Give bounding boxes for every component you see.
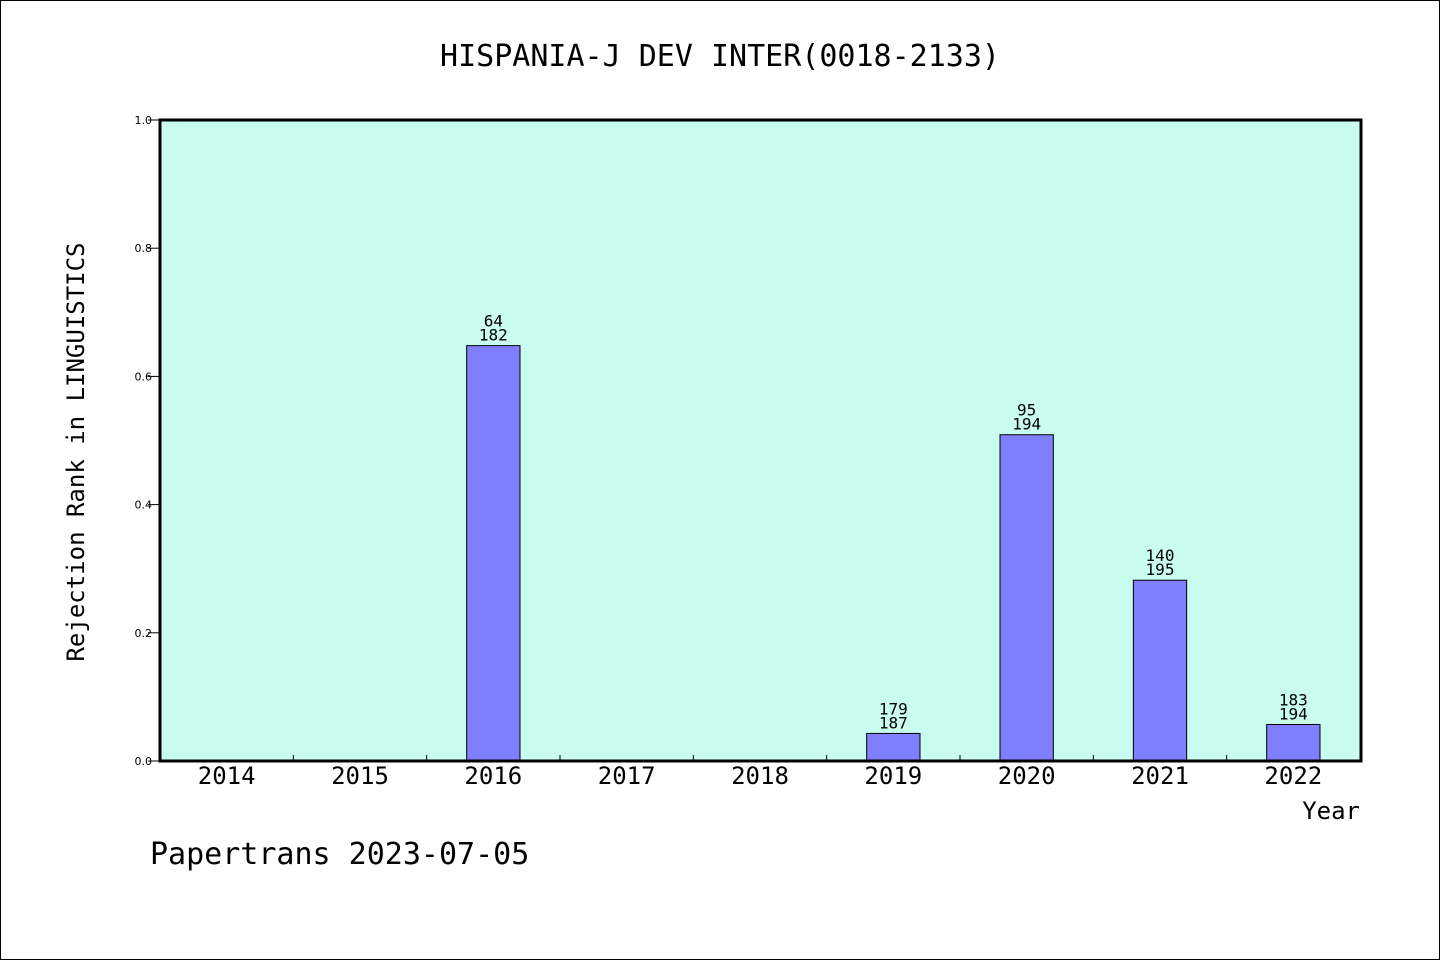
y-tick-label: 0.8 bbox=[135, 242, 153, 255]
y-axis-ticks: 0.0 0.2 0.4 0.6 0.8 1.0 bbox=[135, 114, 160, 768]
y-tick-label: 0.0 bbox=[135, 755, 153, 768]
x-tick-label: 2014 bbox=[198, 762, 256, 790]
bar-label-rank: 64 bbox=[484, 312, 503, 331]
y-tick-label: 0.2 bbox=[135, 627, 153, 640]
bar-2022 bbox=[1266, 723, 1321, 762]
bar-label-rank: 179 bbox=[879, 699, 908, 718]
bar-2021 bbox=[1132, 579, 1188, 762]
bar-2016 bbox=[466, 345, 521, 762]
bar-label-total: 194 bbox=[1279, 704, 1308, 723]
x-tick-label: 2015 bbox=[331, 762, 389, 790]
bar-2020 bbox=[999, 434, 1054, 762]
chart-title: HISPANIA-J DEV INTER(0018-2133) bbox=[440, 39, 1000, 74]
x-tick-label: 2021 bbox=[1131, 762, 1189, 790]
plot-border bbox=[158, 118, 1363, 763]
bar-label-rank: 183 bbox=[1279, 690, 1308, 709]
bar-label-total: 195 bbox=[1146, 560, 1175, 579]
footer-credit: Papertrans 2023-07-05 bbox=[150, 837, 529, 872]
x-tick-label: 2019 bbox=[864, 762, 922, 790]
bar-label-rank: 95 bbox=[1017, 401, 1036, 420]
x-tick-label: 2016 bbox=[464, 762, 522, 790]
bar-label-total: 187 bbox=[879, 713, 908, 732]
bar-label-total: 182 bbox=[479, 326, 508, 345]
x-axis-ticks: 2014 2015 2016 2017 2018 2019 2020 2021 2022 bbox=[198, 755, 1322, 790]
x-axis-label: Year bbox=[1302, 797, 1360, 825]
x-tick-label: 2020 bbox=[998, 762, 1056, 790]
bar-label-rank: 140 bbox=[1146, 546, 1175, 565]
y-tick-label: 1.0 bbox=[135, 114, 153, 127]
bars-group bbox=[466, 345, 1321, 762]
x-tick-label: 2022 bbox=[1264, 762, 1322, 790]
x-tick-label: 2018 bbox=[731, 762, 789, 790]
y-tick-label: 0.4 bbox=[135, 499, 153, 512]
x-tick-label: 2017 bbox=[598, 762, 656, 790]
y-tick-label: 0.6 bbox=[135, 370, 153, 383]
bar-label-total: 194 bbox=[1012, 415, 1041, 434]
y-axis-label: Rejection Rank in LINGUISTICS bbox=[62, 242, 90, 661]
bar-2019 bbox=[866, 732, 921, 762]
